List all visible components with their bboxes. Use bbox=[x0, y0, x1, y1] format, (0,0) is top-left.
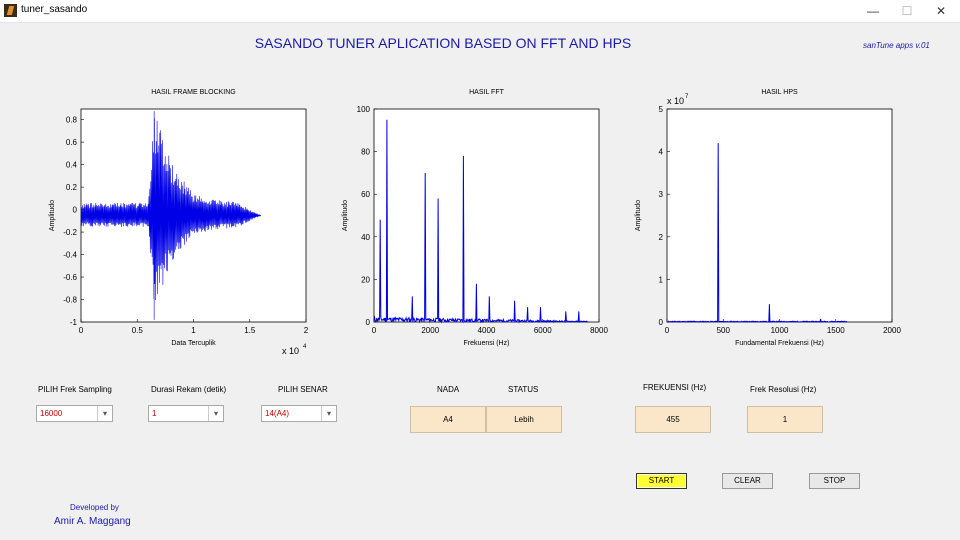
x-tick-label: 0 bbox=[665, 326, 670, 335]
y-tick-label: 0 bbox=[73, 206, 78, 215]
y-tick-label: 60 bbox=[361, 190, 370, 199]
y-tick-label: 2 bbox=[659, 233, 664, 242]
x-tick-label: 8000 bbox=[590, 326, 608, 335]
x-tick-label: 0 bbox=[79, 326, 84, 335]
y-tick-label: 5 bbox=[659, 105, 664, 114]
y-tick-label: 80 bbox=[361, 148, 370, 157]
clear-button[interactable]: CLEAR bbox=[722, 473, 773, 489]
duration-value: 1 bbox=[152, 409, 157, 418]
plot-axes-box bbox=[666, 108, 893, 323]
status-display: Lebih bbox=[486, 406, 562, 433]
plot-title: HASIL HPS bbox=[761, 89, 798, 96]
y-tick-label: 4 bbox=[659, 148, 664, 157]
chevron-down-icon[interactable]: ▾ bbox=[97, 406, 112, 421]
x-tick-label: 2000 bbox=[421, 326, 439, 335]
plot-ylabel: Amplitudo bbox=[342, 200, 349, 231]
string-select[interactable]: 14(A4) ▾ bbox=[261, 405, 337, 422]
y-tick-label: -0.4 bbox=[63, 251, 77, 260]
y-tick-label: -0.2 bbox=[63, 228, 77, 237]
start-button[interactable]: START bbox=[636, 473, 687, 489]
plot-2 bbox=[373, 108, 600, 324]
nada-label: NADA bbox=[437, 385, 460, 394]
y-tick-label: 100 bbox=[357, 105, 371, 114]
duration-label: Durasi Rekam (detik) bbox=[151, 385, 227, 394]
app-icon bbox=[4, 4, 17, 17]
close-button[interactable]: ✕ bbox=[935, 4, 947, 18]
author-name: Amir A. Maggang bbox=[54, 516, 131, 527]
plot-series-line bbox=[373, 119, 589, 324]
plot-axes-box bbox=[373, 108, 600, 323]
developed-by-label: Developed by bbox=[70, 503, 119, 512]
y-tick-label: 0.8 bbox=[66, 116, 78, 125]
plot-ylabel: Amplitudo bbox=[635, 200, 642, 231]
chevron-down-icon[interactable]: ▾ bbox=[208, 406, 223, 421]
page-title: SASANDO TUNER APLICATION BASED ON FFT AN… bbox=[254, 35, 632, 51]
window-title: tuner_sasando bbox=[21, 4, 88, 15]
nada-display: A4 bbox=[410, 406, 486, 433]
plots-area: 0 0.5 1 1.5 2 -1 -0.8 -0.6 -0.4 -0.2 0 0.2 0.4 0.6 0.8… bbox=[49, 89, 901, 356]
x-tick-label: 4000 bbox=[478, 326, 496, 335]
y-tick-label: 20 bbox=[361, 275, 370, 284]
y-tick-label: 0.4 bbox=[66, 161, 78, 170]
sampling-select[interactable]: 16000 ▾ bbox=[36, 405, 113, 422]
string-label: PILIH SENAR bbox=[278, 385, 328, 394]
resolution-display: 1 bbox=[747, 406, 823, 433]
x-tick-label: 1000 bbox=[771, 326, 789, 335]
sampling-value: 16000 bbox=[40, 409, 63, 418]
frequency-display: 455 bbox=[635, 406, 711, 433]
x-tick-label: 2000 bbox=[883, 326, 901, 335]
x-tick-label: 1500 bbox=[827, 326, 845, 335]
y-tick-label: -0.8 bbox=[63, 296, 77, 305]
plot-1 bbox=[80, 108, 307, 323]
y-exponent: x 10 bbox=[667, 96, 684, 106]
plot-series-line bbox=[667, 143, 848, 323]
y-tick-label: 1 bbox=[659, 275, 664, 284]
frequency-label: FREKUENSI (Hz) bbox=[643, 383, 707, 392]
y-tick-label: 40 bbox=[361, 233, 370, 242]
y-tick-label: 0.2 bbox=[66, 183, 78, 192]
window-titlebar: tuner_sasando — ☐ ✕ bbox=[0, 0, 960, 23]
maximize-button[interactable]: ☐ bbox=[901, 4, 913, 18]
plot-series-line bbox=[80, 111, 262, 320]
x-tick-label: 2 bbox=[304, 326, 309, 335]
minimize-button[interactable]: — bbox=[867, 4, 879, 18]
y-tick-label: -0.6 bbox=[63, 273, 77, 282]
x-tick-label: 0 bbox=[372, 326, 377, 335]
x-tick-label: 0.5 bbox=[132, 326, 144, 335]
plot-xlabel: Data Tercuplik bbox=[171, 340, 216, 347]
resolution-label: Frek Resolusi (Hz) bbox=[750, 385, 817, 394]
plot-title: HASIL FFT bbox=[469, 89, 504, 96]
plot-3 bbox=[666, 108, 893, 323]
status-label: STATUS bbox=[508, 385, 539, 394]
plot-xlabel: Fundamental Frekuensi (Hz) bbox=[735, 340, 824, 347]
y-tick-label: -1 bbox=[70, 318, 78, 327]
plot-ylabel: Amplitudo bbox=[49, 200, 56, 231]
y-tick-label: 0.6 bbox=[66, 138, 78, 147]
sampling-label: PILIH Frek Sampling bbox=[38, 385, 112, 394]
stop-button[interactable]: STOP bbox=[809, 473, 860, 489]
y-tick-label: 0 bbox=[366, 318, 371, 327]
x-tick-label: 1.5 bbox=[244, 326, 256, 335]
x-tick-label: 6000 bbox=[534, 326, 552, 335]
version-label: sanTune apps v.01 bbox=[863, 41, 930, 50]
plot-title: HASIL FRAME BLOCKING bbox=[151, 89, 236, 96]
y-exponent-power: 7 bbox=[685, 94, 689, 100]
y-tick-label: 0 bbox=[659, 318, 664, 327]
x-exponent: x 10 bbox=[282, 346, 299, 356]
chevron-down-icon[interactable]: ▾ bbox=[321, 406, 336, 421]
string-value: 14(A4) bbox=[265, 409, 290, 418]
x-tick-label: 500 bbox=[717, 326, 731, 335]
plot-xlabel: Frekuensi (Hz) bbox=[464, 340, 510, 347]
x-tick-label: 1 bbox=[191, 326, 196, 335]
duration-select[interactable]: 1 ▾ bbox=[148, 405, 224, 422]
x-exponent-power: 4 bbox=[303, 344, 307, 350]
y-tick-label: 3 bbox=[659, 190, 664, 199]
